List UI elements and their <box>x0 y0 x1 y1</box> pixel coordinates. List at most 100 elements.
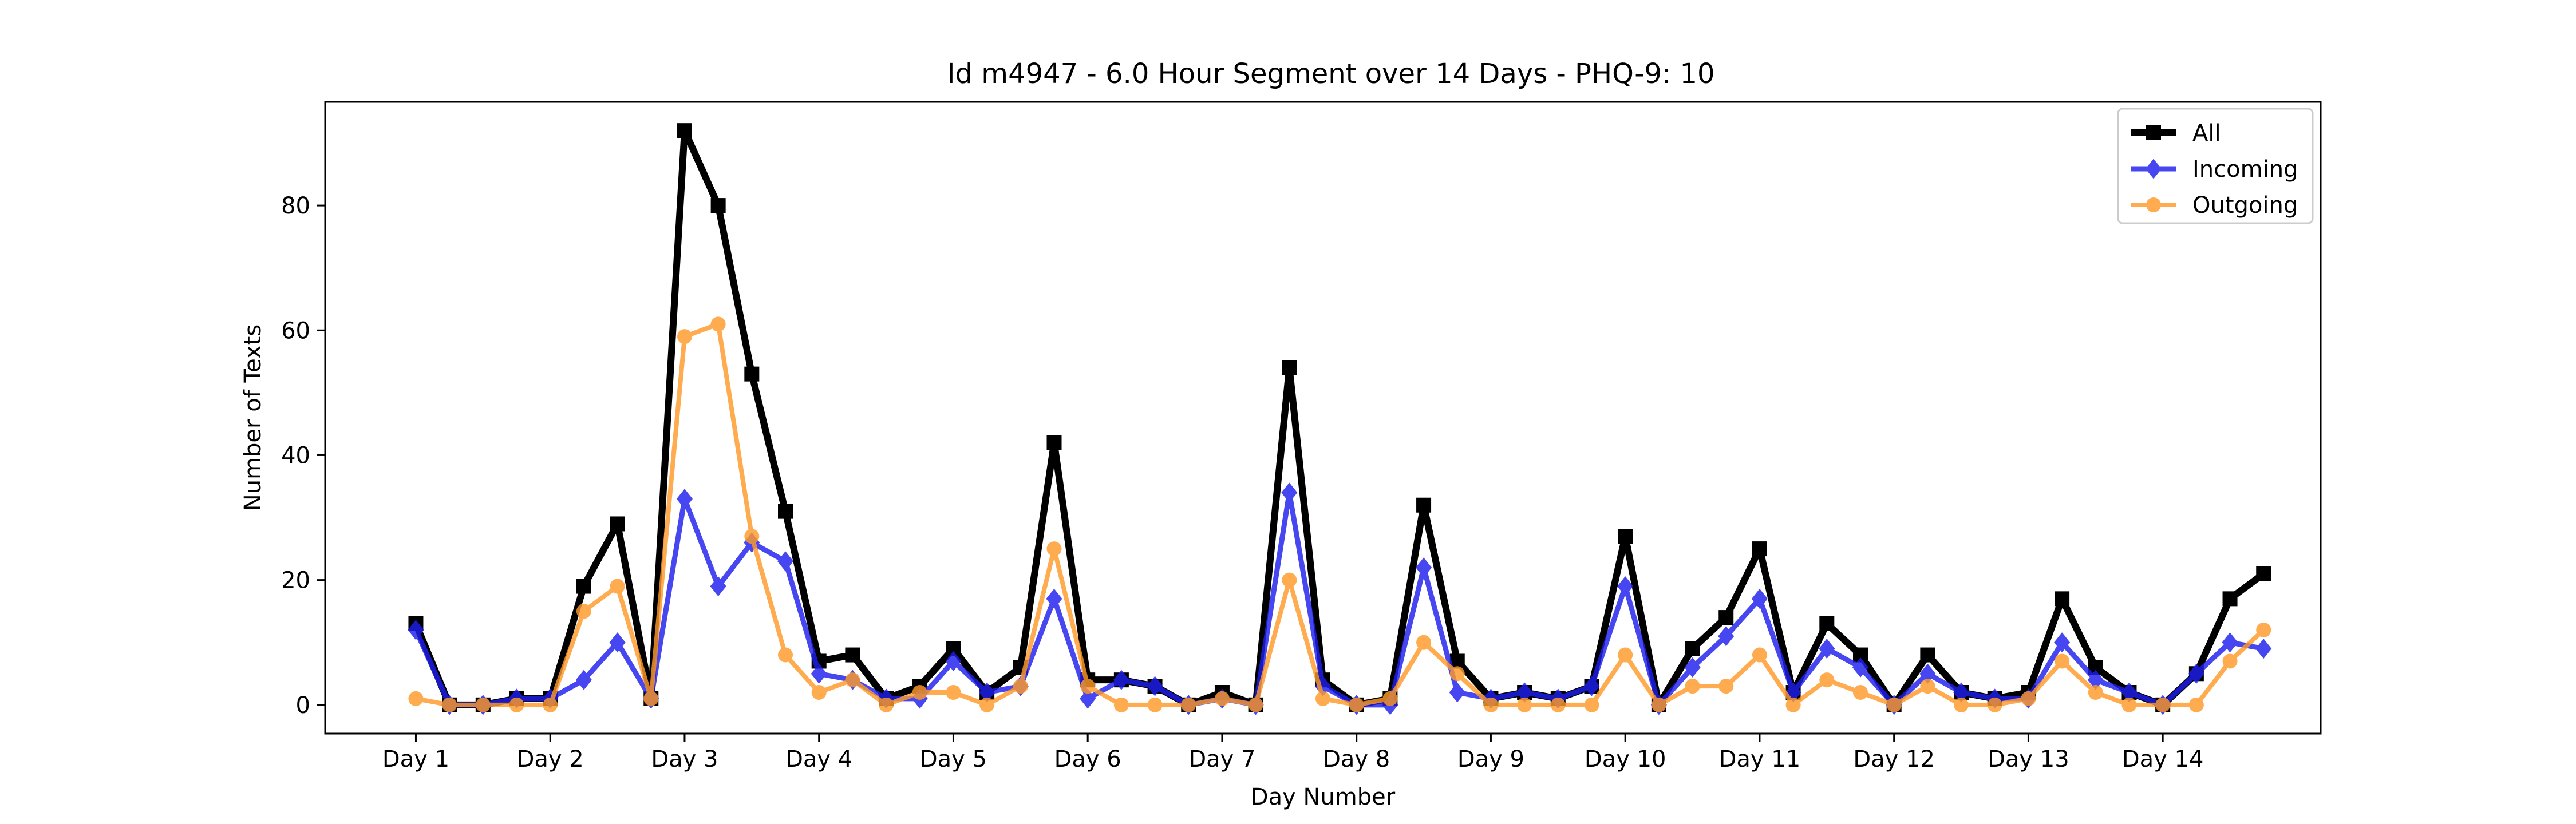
data-point-outgoing <box>845 672 860 688</box>
data-point-incoming <box>1684 657 1701 678</box>
data-point-outgoing <box>1920 679 1935 694</box>
data-point-incoming <box>1416 557 1432 578</box>
data-point-outgoing <box>1214 691 1230 706</box>
data-point-all <box>1046 435 1062 450</box>
data-point-outgoing <box>576 604 591 619</box>
plot-frame <box>324 101 2322 735</box>
data-point-outgoing <box>1618 647 1633 663</box>
legend-swatch-marker <box>2145 159 2162 179</box>
data-point-incoming <box>1718 626 1735 647</box>
data-point-outgoing <box>1349 697 1364 712</box>
data-point-outgoing <box>1248 697 1263 712</box>
data-point-incoming <box>1583 676 1600 696</box>
legend-box <box>2117 108 2314 224</box>
data-point-all <box>845 647 860 663</box>
data-point-incoming <box>1281 482 1298 503</box>
data-point-outgoing <box>509 697 524 712</box>
legend-swatch-marker <box>2146 197 2161 212</box>
legend-entry <box>2131 197 2176 212</box>
x-tick-label: Day 11 <box>1719 746 1801 772</box>
data-point-incoming <box>1751 588 1768 609</box>
data-point-outgoing <box>1113 697 1129 712</box>
legend-entry <box>2131 159 2176 179</box>
chart-title: Id m4947 - 6.0 Hour Segment over 14 Days… <box>947 58 1714 90</box>
legend-swatch-marker <box>2146 125 2161 140</box>
x-tick-label: Day 13 <box>1988 746 2069 772</box>
x-axis-label: Day Number <box>1251 784 1396 810</box>
data-point-outgoing <box>1046 541 1062 557</box>
x-tick-label: Day 3 <box>651 746 718 772</box>
data-point-outgoing <box>1382 691 1398 706</box>
data-point-outgoing <box>2121 697 2137 712</box>
data-point-outgoing <box>1954 697 1969 712</box>
data-point-incoming <box>2222 632 2238 653</box>
legend-label: Incoming <box>2192 156 2298 183</box>
legend: All Incoming Outgoing <box>2117 108 2314 224</box>
data-point-all <box>1282 360 1297 375</box>
y-tick-label: 80 <box>281 193 310 219</box>
data-point-incoming <box>777 551 794 572</box>
series-outgoing <box>408 316 2271 712</box>
x-tick-label: Day 12 <box>1853 746 1935 772</box>
data-point-incoming <box>2054 632 2071 653</box>
data-point-all <box>744 366 760 382</box>
data-point-all <box>2222 591 2238 607</box>
data-point-all <box>1718 610 1734 625</box>
data-point-all <box>2256 566 2271 581</box>
data-point-outgoing <box>442 697 457 712</box>
x-tick-label: Day 1 <box>382 746 449 772</box>
data-point-all <box>2055 591 2070 607</box>
data-point-outgoing <box>1819 672 1835 688</box>
data-point-outgoing <box>1752 647 1767 663</box>
x-tick-label: Day 9 <box>1457 746 1524 772</box>
x-tick-label: Day 6 <box>1054 746 1121 772</box>
data-point-outgoing <box>811 685 827 700</box>
data-point-outgoing <box>475 697 491 712</box>
data-point-outgoing <box>1651 697 1666 712</box>
data-point-outgoing <box>1416 635 1432 650</box>
y-tick-label: 40 <box>281 442 310 469</box>
data-point-outgoing <box>543 697 558 712</box>
data-point-outgoing <box>2222 653 2238 669</box>
legend-label: All <box>2192 120 2221 146</box>
data-point-all <box>710 198 726 213</box>
data-point-outgoing <box>1013 679 1028 694</box>
data-point-all <box>677 123 692 138</box>
x-tick-label: Day 8 <box>1323 746 1390 772</box>
data-point-all <box>1752 541 1767 557</box>
data-point-incoming <box>676 489 693 509</box>
data-point-outgoing <box>2055 653 2070 669</box>
data-point-outgoing <box>1584 697 1599 712</box>
data-point-outgoing <box>1449 666 1465 682</box>
data-point-outgoing <box>1852 685 1868 700</box>
data-point-outgoing <box>1886 697 1902 712</box>
data-point-all <box>1685 641 1700 656</box>
data-point-outgoing <box>2155 697 2171 712</box>
data-point-outgoing <box>1517 697 1532 712</box>
data-point-incoming <box>1617 576 1634 597</box>
data-point-outgoing <box>2088 685 2103 700</box>
data-point-incoming <box>2188 663 2204 684</box>
data-point-incoming <box>1919 663 1936 684</box>
data-point-incoming <box>2087 670 2104 690</box>
data-point-outgoing <box>979 697 995 712</box>
data-point-incoming <box>1819 639 1835 659</box>
data-point-incoming <box>1147 676 1163 696</box>
data-point-outgoing <box>946 685 961 700</box>
data-point-outgoing <box>1315 691 1330 706</box>
data-point-all <box>778 504 793 519</box>
data-point-outgoing <box>912 685 927 700</box>
data-point-incoming <box>2255 639 2272 659</box>
data-point-all <box>1819 616 1835 631</box>
data-point-outgoing <box>2188 697 2204 712</box>
data-point-incoming <box>609 632 626 653</box>
data-point-outgoing <box>879 697 894 712</box>
data-point-outgoing <box>744 529 760 544</box>
data-point-incoming <box>2121 682 2138 703</box>
data-point-incoming <box>575 670 592 690</box>
y-tick-label: 0 <box>296 692 310 719</box>
data-point-outgoing <box>1685 679 1700 694</box>
x-tick-label: Day 2 <box>517 746 584 772</box>
data-point-outgoing <box>1785 697 1801 712</box>
